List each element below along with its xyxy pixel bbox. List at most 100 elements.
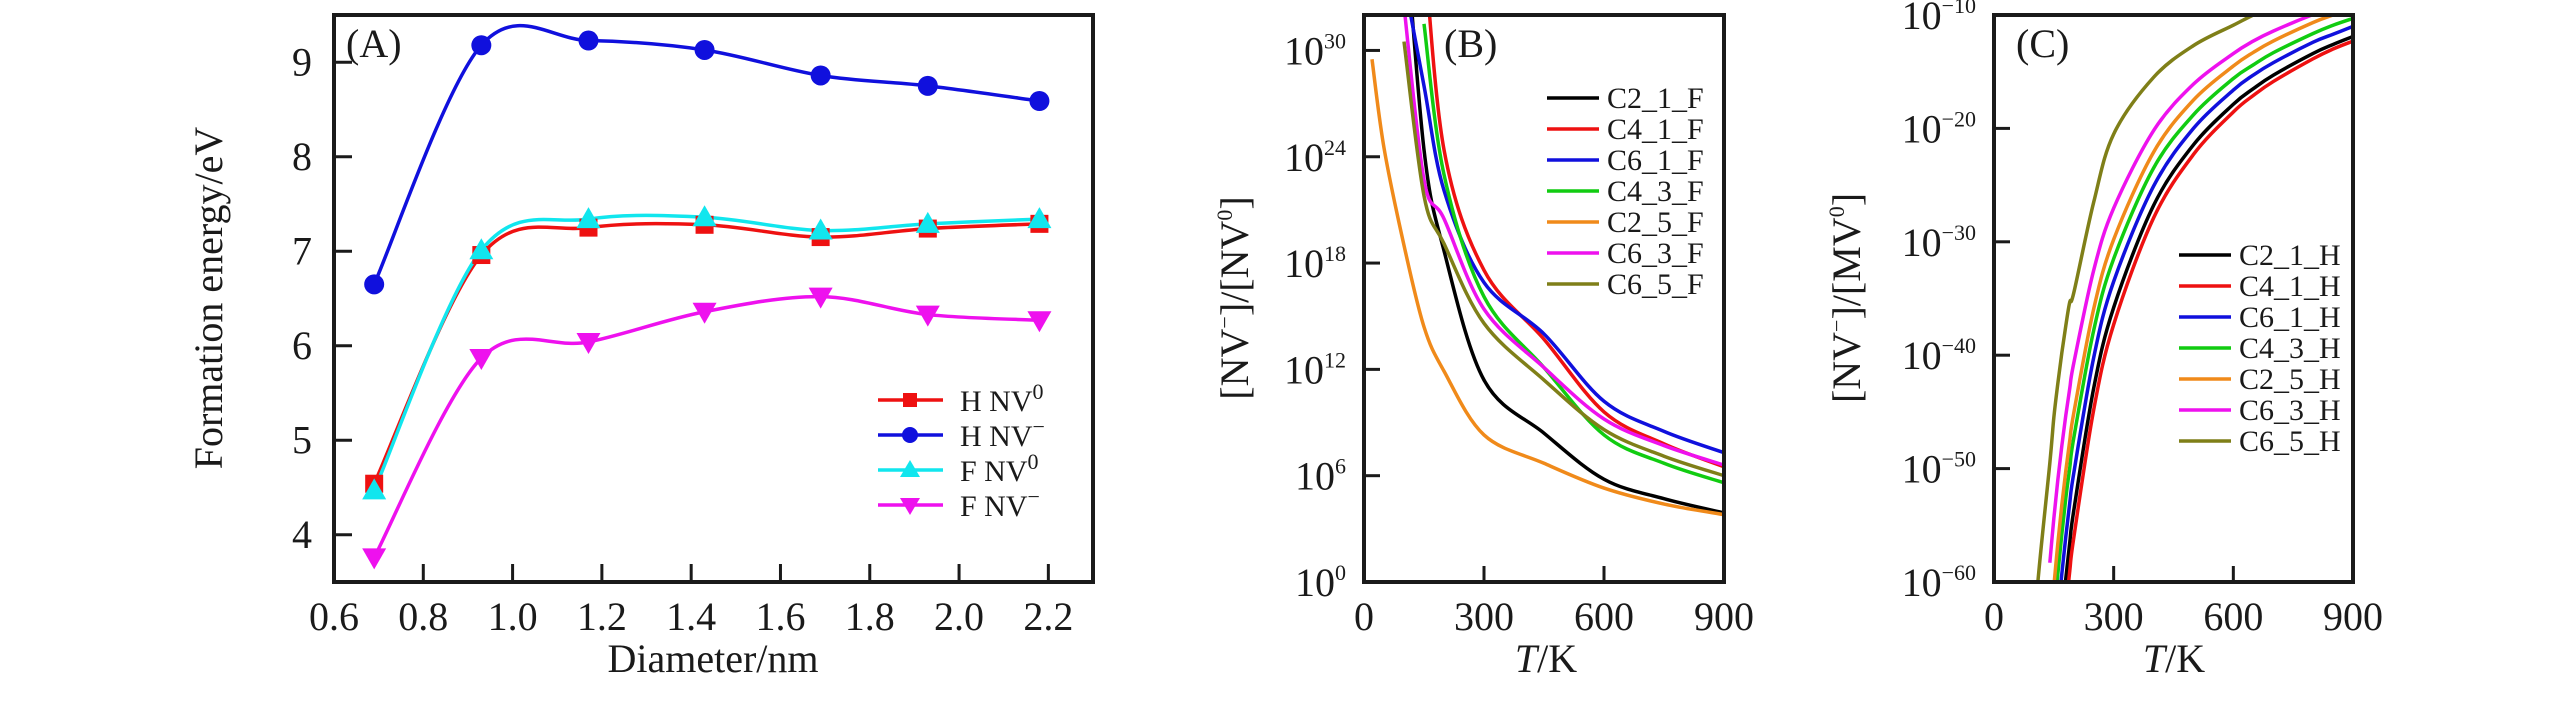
series-line-c2_1_h [2063,34,2353,582]
legend-item: C4_1_F [1547,113,1704,146]
legend-label: C6_1_F [1607,144,1704,177]
series-line-c2_5_f [1370,59,1724,517]
data-point-marker [364,274,385,295]
data-point-marker [694,39,715,60]
legend-swatch-marker [902,427,918,443]
data-point-marker [915,211,940,233]
x-tick-label: 1.2 [577,594,627,639]
legend-label: C4_3_H [2239,332,2341,365]
legend-label: C6_3_F [1607,237,1704,270]
panel-b-ticks: 0 300 600 900 100 106 1012 1018 1024 1030 [1284,28,1754,639]
x-tick-label: 300 [2084,594,2144,639]
data-point-marker [692,205,717,227]
ylabel-part: ]/[MV [1824,217,1869,319]
series-line-h-nv- [372,24,1040,286]
series-line-c4_1_h [2066,39,2353,582]
panel-c-ticks: 0 300 600 900 10−60 10−50 10−40 10−30 10−20 10−10 [1902,0,2383,639]
legend-label: C6_3_H [2239,394,2341,427]
data-point-marker [915,305,940,327]
y-tick-label: 106 [1295,454,1346,499]
x-tick-label: 0 [1354,594,1374,639]
legend-label: C2_5_F [1607,206,1704,239]
legend-label: C4_1_F [1607,113,1704,146]
panel-b: 0 300 600 900 100 106 1012 1018 1024 1030 (B) T/K… [1212,13,1754,681]
ylabel-part: [NV [1212,328,1257,399]
data-point-marker [469,349,494,371]
data-point-marker [578,30,599,51]
legend-item: C6_3_H [2179,394,2341,427]
series-line-c6_5_f [1402,41,1724,478]
panel-b-xlabel-var: T [1515,636,1540,681]
legend-swatch-marker [903,393,917,407]
legend-item: H NV− [878,414,1045,453]
panel-c: 0 300 600 900 10−60 10−50 10−40 10−30 10−20 10−10… [1824,0,2383,681]
ylabel-sup: − [1824,320,1849,332]
data-point-marker [810,65,831,86]
x-tick-label: 900 [1694,594,1754,639]
legend-item: C4_3_F [1547,175,1704,208]
legend-item: C2_1_F [1547,82,1704,115]
x-tick-label: 1.4 [666,594,716,639]
panel-c-frame [1992,13,2355,584]
legend-item: C6_1_F [1547,144,1704,177]
legend-item: C4_3_H [2179,332,2341,365]
panel-b-legend: C2_1_FC4_1_FC6_1_FC4_3_FC2_5_FC6_3_FC6_5… [1547,82,1704,301]
y-tick-label: 100 [1295,560,1346,605]
data-point-marker [469,238,494,260]
legend-item: F NV0 [878,449,1039,488]
y-tick-label: 10−60 [1902,560,1976,605]
x-tick-label: 2.0 [934,594,984,639]
series-line-c4_3_f [1422,23,1724,485]
data-point-marker [362,548,387,570]
x-tick-label: 1.0 [488,594,538,639]
panel-c-legend: C2_1_HC4_1_HC6_1_HC4_3_HC2_5_HC6_3_HC6_5… [2179,239,2341,458]
legend-item: C2_1_H [2179,239,2341,272]
legend-item: C6_5_H [2179,425,2341,458]
data-point-marker [692,302,717,324]
ylabel-part: ] [1212,196,1257,209]
panel-c-tag: (C) [2016,21,2069,66]
series-line-c6_3_h [2048,15,2317,563]
ylabel-part: ] [1824,193,1869,206]
panel-c-xlabel-var: T [2143,636,2168,681]
legend-item: C6_3_F [1547,237,1704,270]
legend-item: C2_5_F [1547,206,1704,239]
data-point-marker [808,287,833,309]
x-tick-label: 900 [2323,594,2383,639]
panel-a: 0.6 0.8 1.0 1.2 1.4 1.6 1.8 2.0 2.2 4 5 6 7 8 9 (A) Di… [186,13,1095,681]
y-tick-label: 9 [292,39,312,84]
y-tick-label: 8 [292,134,312,179]
data-point-marker [576,332,601,354]
x-tick-label: 0 [1984,594,2004,639]
legend-label: C6_5_H [2239,425,2341,458]
legend-label: H NV− [960,414,1045,453]
panel-a-ticks: 0.6 0.8 1.0 1.2 1.4 1.6 1.8 2.0 2.2 4 5 6 7 8 9 [292,39,1073,639]
panel-c-series [2036,15,2353,582]
panel-b-tag: (B) [1444,21,1497,66]
legend-label: C6_1_H [2239,301,2341,334]
panel-a-frame [332,13,1095,584]
legend-swatch-marker [900,460,920,477]
y-tick-label: 1012 [1284,347,1346,392]
series-line-c6_5_h [2036,15,2258,582]
panel-a-tag: (A) [346,21,402,66]
panel-c-ylabel: [NV−]/[MV0] [1824,193,1869,403]
data-point-marker [576,207,601,229]
series-line-c4_3_h [2055,16,2353,582]
ylabel-part: ]/[NV [1212,221,1257,317]
panel-c-xlabel: T/K [2143,636,2205,681]
data-point-marker [1029,90,1050,111]
y-tick-label: 10−10 [1902,0,1976,38]
legend-label: F NV− [960,484,1040,523]
ylabel-part: [NV [1824,332,1869,403]
legend-label: C6_5_F [1607,268,1704,301]
panel-a-markers [362,30,1052,570]
x-tick-label: 600 [2203,594,2263,639]
y-tick-label: 1018 [1284,241,1346,286]
legend-label: H NV0 [960,379,1044,418]
ylabel-sup: − [1212,316,1237,328]
panel-c-xlabel-unit: /K [2165,636,2205,681]
y-tick-label: 6 [292,323,312,368]
